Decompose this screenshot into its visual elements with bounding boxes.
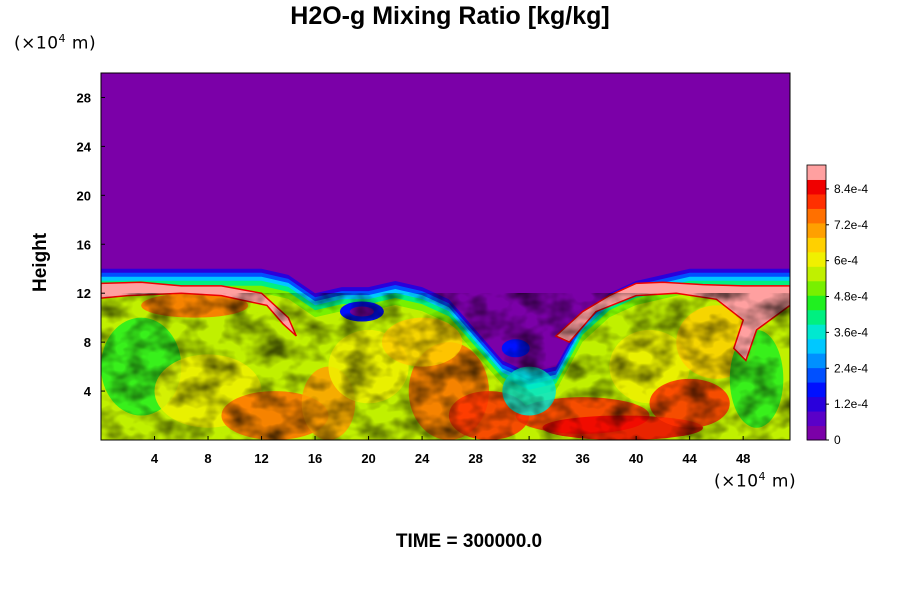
x-tick-label: 16 [308, 451, 322, 466]
colorbar-swatch [807, 382, 826, 398]
colorbar-tick-label: 6e-4 [834, 254, 858, 268]
colorbar-swatch [807, 280, 826, 296]
x-tick-label: 12 [254, 451, 268, 466]
turbulence-texture [101, 293, 790, 440]
y-axis: 4 8 12 16 20 24 28 [77, 90, 105, 399]
y-unit-label: (×104 m) [14, 32, 97, 54]
x-tick-label: 40 [629, 451, 643, 466]
y-tick-label: 8 [84, 335, 91, 350]
colorbar-swatch [807, 222, 826, 238]
x-tick-label: 32 [522, 451, 536, 466]
colorbar-swatch [807, 266, 826, 282]
colorbar-swatch [807, 338, 826, 354]
colorbar-swatch [807, 411, 826, 427]
y-tick-label: 20 [77, 188, 91, 203]
colorbar-tick-label: 0 [834, 433, 841, 447]
colorbar-tick-label: 4.8e-4 [834, 290, 868, 304]
colorbar-swatch [807, 324, 826, 340]
x-unit-label: (×104 m) [714, 470, 797, 492]
colorbar-swatch [807, 251, 826, 267]
x-tick-label: 48 [736, 451, 750, 466]
colorbar-tick-label: 8.4e-4 [834, 182, 868, 196]
colorbar-tick-label: 7.2e-4 [834, 218, 868, 232]
colorbar-swatch [807, 179, 826, 195]
colorbar-tick-label: 1.2e-4 [834, 397, 868, 411]
y-tick-label: 12 [77, 286, 91, 301]
x-tick-label: 28 [468, 451, 482, 466]
y-tick-label: 28 [77, 90, 91, 105]
colorbar-swatch [807, 165, 826, 180]
x-tick-label: 8 [204, 451, 211, 466]
colorbar-swatch [807, 295, 826, 311]
x-axis: 4 8 12 16 20 24 28 32 36 40 44 48 [151, 436, 750, 466]
colorbar-swatch [807, 367, 826, 383]
chart-title: H2O-g Mixing Ratio [kg/kg] [290, 2, 610, 30]
x-tick-label: 44 [682, 451, 697, 466]
x-tick-label: 20 [361, 451, 375, 466]
colorbar-swatch [807, 193, 826, 209]
y-tick-label: 16 [77, 237, 91, 252]
colorbar-swatch [807, 396, 826, 412]
colorbar-tick-label: 3.6e-4 [834, 325, 868, 339]
colorbar-swatch [807, 425, 826, 441]
x-tick-label: 36 [575, 451, 589, 466]
plot-frame [100, 72, 791, 441]
colorbar-frame [806, 164, 827, 441]
colorbar-swatch [807, 353, 826, 369]
time-label: TIME = 300000.0 [395, 531, 543, 552]
heatmap-field [101, 73, 790, 440]
x-tick-label: 4 [151, 451, 159, 466]
colorbar-tick-label: 2.4e-4 [834, 361, 868, 375]
colorbar: 0 1.2e-4 2.4e-4 3.6e-4 4.8e-4 6e-4 7.2e-4 8.4e-… [806, 164, 868, 447]
x-tick-label: 24 [415, 451, 430, 466]
y-tick-label: 4 [84, 384, 92, 399]
y-tick-label: 24 [77, 139, 92, 154]
colorbar-swatch [807, 208, 826, 224]
colorbar-swatch [807, 237, 826, 253]
colorbar-swatch [807, 309, 826, 325]
